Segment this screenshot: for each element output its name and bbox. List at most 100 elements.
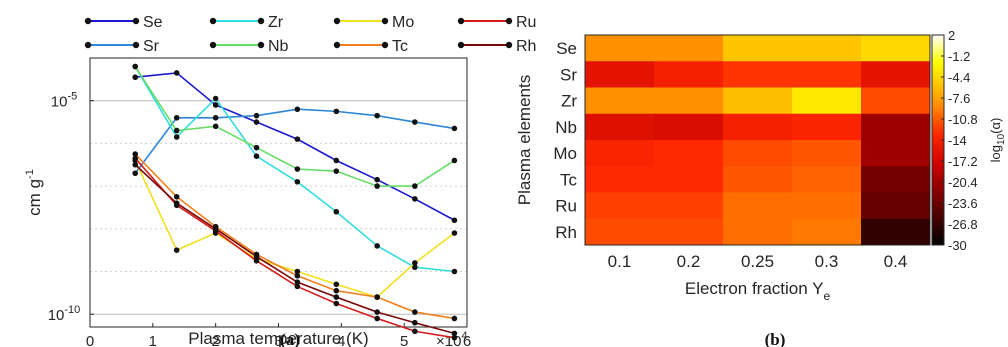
heatmap-b: Se Sr Zr Nb Mo Tc Ru Rh 0.1 0.2 0.25 0.3 0.4 Electron… (515, 28, 1007, 347)
heatmap-cell (723, 61, 793, 88)
legend-entry-ru: Ru (457, 14, 536, 31)
legend-marker (457, 17, 465, 25)
legend-marker (381, 41, 389, 49)
data-point (451, 315, 458, 322)
heatmap-cell (792, 218, 862, 246)
plot-area-a (90, 58, 467, 327)
heatmap-cell (654, 61, 724, 88)
legend-entry-mo: Mo (333, 14, 414, 31)
heatmap-cell (723, 87, 793, 115)
heatmap-cell (723, 35, 793, 62)
colorbar-tick-label: 2 (948, 28, 955, 43)
heatmap-cell (792, 61, 862, 88)
x-tick-label: 3 (274, 333, 282, 347)
x-tick-label: 0 (86, 333, 94, 347)
heatmap-cell (585, 218, 655, 246)
colorbar-tick-label: -14 (948, 133, 967, 148)
heatmap-cell (585, 113, 655, 141)
data-point (374, 112, 380, 119)
colorbar-label: log10(α) (988, 118, 1007, 163)
caption-b: (b) (765, 330, 786, 347)
heatmap-y-axis-label: Plasma elements (515, 75, 534, 205)
data-point (333, 294, 340, 300)
heatmap-cell (792, 140, 862, 167)
legend-marker (132, 17, 140, 25)
data-point (253, 153, 260, 160)
colorbar-tick-label: -7.6 (948, 91, 970, 106)
data-point (253, 119, 260, 125)
data-point (132, 155, 139, 162)
data-point (212, 95, 219, 102)
legend-label: Mo (392, 14, 414, 31)
data-point (294, 179, 301, 185)
legend-marker (84, 17, 92, 25)
data-point (374, 183, 380, 189)
heatmap-cell (585, 192, 655, 220)
legend-entry-zr: Zr (209, 14, 284, 31)
heatmap-y-tick-label: Zr (561, 92, 577, 111)
data-point (374, 309, 380, 315)
data-point (173, 247, 180, 253)
heatmap-x-tick-label: 0.2 (677, 252, 701, 271)
x-tick-label: 1 (149, 333, 157, 347)
legend-marker (333, 41, 341, 49)
data-point (253, 144, 260, 151)
heatmap-cell (723, 166, 793, 193)
data-point (412, 264, 418, 271)
legend-label: Ru (516, 14, 536, 31)
heatmap-cell (654, 87, 724, 115)
legend-label: Zr (268, 14, 284, 31)
heatmap-cell (792, 87, 862, 115)
legend-marker (505, 17, 513, 25)
data-point (412, 119, 418, 125)
y-axis-label: cm g-1 (24, 169, 44, 216)
data-point (173, 193, 180, 200)
data-point (212, 102, 219, 108)
heatmap-cell (585, 87, 655, 115)
series-se (132, 70, 458, 224)
data-point (253, 253, 260, 260)
data-point (253, 112, 260, 119)
data-point (132, 74, 139, 81)
series-sr (132, 106, 458, 177)
data-point (374, 294, 380, 300)
heatmap-y-tick-label: Nb (555, 118, 577, 137)
heatmap-y-tick-label: Sr (560, 65, 577, 84)
heatmap-x-tick-label: 0.4 (884, 252, 908, 271)
data-point (412, 309, 418, 315)
legend-label: Sr (143, 38, 160, 55)
colorbar-tick-label: -20.4 (948, 175, 978, 190)
data-point (333, 157, 340, 164)
legend-entry-nb: Nb (209, 38, 289, 55)
data-point (132, 161, 139, 168)
data-point (374, 243, 380, 249)
legend-marker (84, 41, 92, 49)
data-point (294, 268, 301, 275)
data-point (294, 279, 301, 285)
data-point (294, 272, 301, 279)
heatmap-cell (723, 218, 793, 246)
heatmap-cell (723, 192, 793, 220)
heatmap-cell (861, 166, 931, 193)
data-point (412, 260, 418, 266)
legend-marker (457, 41, 465, 49)
data-point (451, 330, 458, 337)
data-point (253, 258, 260, 264)
y-tick-label: 10-5 (51, 91, 77, 111)
x-tick-label: 4 (337, 333, 345, 347)
heatmap-cell (861, 61, 931, 88)
heatmap-x-axis-label: Electron fraction Ye (685, 279, 831, 303)
data-point (451, 268, 458, 275)
heatmap-cell (654, 35, 724, 62)
data-point (212, 114, 219, 121)
data-point (212, 225, 219, 232)
heatmap-cell (861, 113, 931, 141)
heatmap-cell (585, 61, 655, 88)
data-point (374, 315, 380, 322)
legend-entry-sr: Sr (84, 38, 160, 55)
colorbar-tick-label: -1.2 (948, 49, 970, 64)
legend-marker (505, 41, 513, 49)
caption-a: (a) (280, 330, 300, 347)
